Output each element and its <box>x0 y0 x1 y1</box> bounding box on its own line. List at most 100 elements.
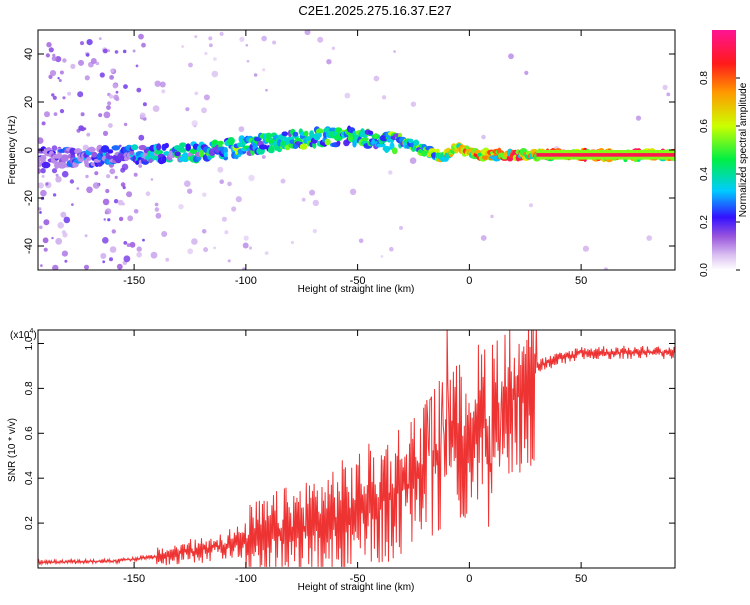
spectrogram-noise-point <box>58 79 62 82</box>
spectrogram-ridge-point <box>100 145 110 153</box>
spectrogram-noise-point <box>107 101 112 106</box>
spectrogram-noise-point <box>70 63 76 69</box>
spectrogram-noise-point <box>508 53 514 60</box>
snr-y-tick-label: 0.4 <box>24 471 35 485</box>
spectrogram-noise-point <box>90 58 97 64</box>
spectrogram-noise-point <box>86 39 93 46</box>
spectrogram-noise-point <box>57 77 60 80</box>
spectrogram-noise-point <box>121 163 129 171</box>
spectrogram-noise-point <box>95 61 100 66</box>
spectrogram-noise-point <box>185 107 190 112</box>
spectrogram-noise-point <box>135 64 139 68</box>
spectrogram-noise-point <box>246 59 250 63</box>
spectrogram-noise-point <box>123 241 128 245</box>
spectrogram-noise-point <box>85 174 89 179</box>
spectrogram-noise-point <box>78 59 84 66</box>
spectrogram-noise-point <box>60 211 67 218</box>
spectrogram-noise-point <box>92 182 100 189</box>
spectrogram-noise-point <box>213 246 217 250</box>
spectrogram-ridge-point <box>54 161 60 169</box>
spectrogram-noise-point <box>136 246 142 252</box>
spectrogram-noise-point <box>201 229 207 234</box>
spectrogram-ridge-point <box>164 142 169 149</box>
spectrogram-ridge-point <box>174 151 181 157</box>
spectrogram-noise-point <box>242 242 249 249</box>
spectrogram-noise-point <box>116 263 123 270</box>
spectrogram-noise-point <box>38 207 42 211</box>
spectrogram-noise-point <box>55 56 62 63</box>
spectrogram-noise-point <box>84 234 88 238</box>
spectrogram-noise-point <box>159 81 166 88</box>
spectrogram-noise-point <box>235 196 242 203</box>
spectrogram-noise-point <box>120 182 126 187</box>
spectrogram-noise-point <box>110 68 115 73</box>
spectrogram-noise-point <box>312 229 317 234</box>
spectrogram-noise-point <box>41 121 46 126</box>
snr-y-multiplier-exponent: 4 <box>29 328 33 335</box>
spectrogram-ridge-point <box>315 128 324 135</box>
spectrogram-ridge-point <box>164 151 170 156</box>
spectrogram-noise-point <box>105 188 110 194</box>
spectrogram-ridge-point <box>87 147 96 152</box>
spectrogram-noise-point <box>165 257 170 262</box>
spectrogram-noise-point <box>409 157 417 164</box>
spectrogram-noise-point <box>41 174 45 178</box>
spectrogram-noise-point <box>227 259 231 263</box>
spectrogram-noise-point <box>51 145 58 151</box>
spectrogram-noise-point <box>77 91 84 98</box>
spectrogram-noise-point <box>191 238 198 245</box>
spectrogram-noise-point <box>123 122 128 127</box>
spectrogram-ridge-point <box>371 139 376 145</box>
spectrogram-noise-point <box>154 80 161 87</box>
spectrogram-noise-point <box>178 204 184 210</box>
spectrogram-noise-point <box>99 72 105 78</box>
spectrogram-noise-point <box>280 178 286 184</box>
spectrogram-noise-point <box>39 225 43 230</box>
spectrogram-noise-point <box>209 43 213 48</box>
spectrogram-noise-point <box>117 199 124 206</box>
spectrogram-noise-point <box>122 186 126 190</box>
spectrogram-ridge-point <box>148 158 153 164</box>
colorbar-tick-label: 0.2 <box>699 215 710 229</box>
spectrogram-noise-point <box>326 59 332 65</box>
spectrogram-noise-point <box>113 199 119 204</box>
spectrogram-noise-point <box>188 62 193 68</box>
spectrogram-ridge-point <box>303 130 309 137</box>
spectrogram-noise-point <box>102 237 109 244</box>
spectrogram-ridge-point <box>161 155 167 164</box>
spectrogram-noise-point <box>102 198 110 206</box>
spectrogram-noise-point <box>242 267 246 270</box>
colorbar-label: Normalized spectral amplitude <box>738 82 749 217</box>
spectrogram-noise-point <box>490 214 494 219</box>
snr-y-tick-label: 0.2 <box>24 516 35 530</box>
spectrogram-noise-point <box>122 49 127 54</box>
spectrogram-noise-point <box>76 187 80 190</box>
spectrogram-noise-point <box>102 260 106 264</box>
spectrogram-noise-point <box>55 237 63 245</box>
spectrogram-noise-point <box>52 193 57 197</box>
spectrogram-noise-point <box>113 94 119 101</box>
spectrogram-noise-point <box>126 243 131 248</box>
spectrogram-noise-point <box>67 91 72 96</box>
spectrogram-noise-point <box>109 168 116 175</box>
spectrogram-noise-point <box>150 178 154 181</box>
spectrogram-noise-point <box>129 241 136 248</box>
spectrogram-noise-point <box>103 111 111 119</box>
spectrogram-noise-point <box>53 112 58 116</box>
spectrogram-noise-point <box>106 174 111 179</box>
colorbar-tick-label: 0.4 <box>699 167 710 181</box>
spectrogram-noise-point <box>106 105 111 110</box>
spectrogram-noise-point <box>248 246 253 250</box>
spectrogram-ridge-point <box>107 149 114 154</box>
spectrogram-ridge-point <box>179 142 187 148</box>
spectrogram-noise-point <box>161 231 168 237</box>
spectrogram-noise-point <box>94 171 99 176</box>
spectrogram-ridge-point <box>228 140 234 147</box>
snr-marks <box>38 330 675 567</box>
spectrogram-noise-point <box>219 31 224 36</box>
spectrogram-y-tick-label: 40 <box>23 48 35 60</box>
spectrogram-y-axis-label: Frequency (Hz) <box>7 116 18 185</box>
spectrogram-noise-point <box>138 33 144 40</box>
spectrogram-noise-point <box>123 255 131 263</box>
spectrogram-noise-point <box>389 246 394 252</box>
